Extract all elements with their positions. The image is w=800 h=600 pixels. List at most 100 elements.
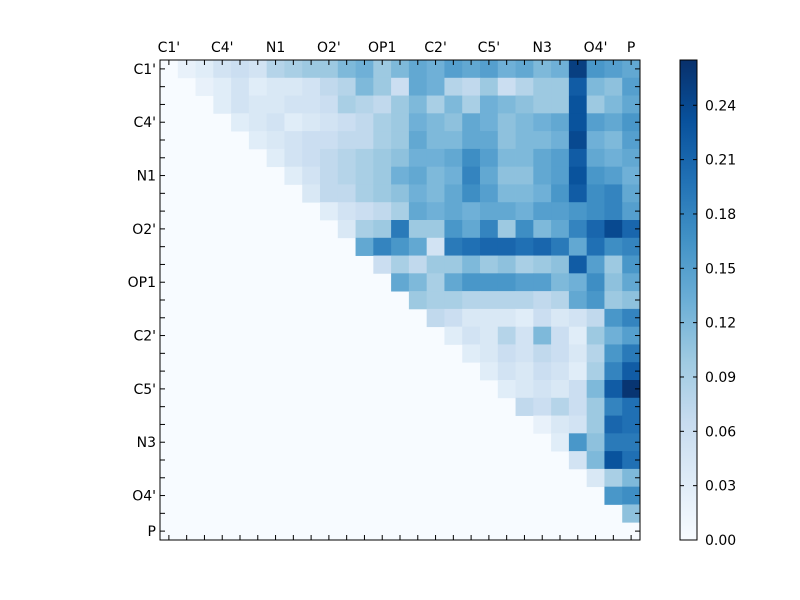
y-tick-label: N3 <box>137 435 156 451</box>
heatmap-cell <box>586 433 605 452</box>
heatmap-cell <box>586 415 605 434</box>
heatmap-cell <box>426 113 445 132</box>
heatmap-cell <box>515 202 534 221</box>
heatmap-cell <box>462 95 481 114</box>
y-tick-label: C4' <box>133 115 156 131</box>
y-tick-label: P <box>148 524 156 540</box>
heatmap-cell <box>480 308 499 328</box>
heatmap-cell <box>320 131 339 150</box>
heatmap-cell <box>266 148 285 168</box>
heatmap-cell <box>302 148 321 168</box>
heatmap-cell <box>266 113 285 132</box>
heatmap-cell <box>462 131 481 150</box>
heatmap-cell <box>426 220 445 239</box>
heatmap-cell <box>391 113 410 132</box>
heatmap-cell <box>391 77 410 96</box>
heatmap-cell <box>337 202 356 221</box>
heatmap-cell <box>373 184 392 203</box>
heatmap-cell <box>408 220 428 239</box>
heatmap-cell <box>568 397 588 416</box>
heatmap-cell <box>586 148 605 168</box>
heatmap-cell <box>444 220 463 239</box>
heatmap-cell <box>497 184 516 203</box>
heatmap-cell <box>551 344 570 363</box>
heatmap-cell <box>551 95 570 114</box>
heatmap-cell <box>444 237 463 256</box>
heatmap-cell <box>568 77 588 96</box>
heatmap-cell <box>213 60 232 79</box>
heatmap-cell <box>355 202 374 221</box>
heatmap-cell <box>515 397 534 416</box>
heatmap-cell <box>551 77 570 96</box>
heatmap-cell <box>604 344 623 363</box>
heatmap-cell <box>497 362 516 381</box>
heatmap-cell <box>426 291 445 310</box>
heatmap-cell <box>568 184 588 203</box>
heatmap-cell <box>462 273 481 292</box>
heatmap-cell <box>622 95 641 114</box>
heatmap-cell <box>622 504 641 523</box>
heatmap-cell <box>355 113 374 132</box>
x-tick-label: C5' <box>478 40 501 56</box>
heatmap-cell <box>497 308 516 328</box>
heatmap-cell <box>391 148 410 168</box>
heatmap-cell <box>302 166 321 185</box>
heatmap-cell <box>320 202 339 221</box>
heatmap-cell <box>604 362 623 381</box>
heatmap-cell <box>480 184 499 203</box>
heatmap-cell <box>284 166 303 185</box>
colorbar-tick-label: 0.21 <box>705 153 736 169</box>
heatmap-cell <box>586 255 605 274</box>
heatmap-cell <box>444 148 463 168</box>
heatmap-cell <box>586 291 605 310</box>
heatmap-cell <box>568 273 588 292</box>
heatmap-cell <box>248 113 268 132</box>
heatmap-cell <box>533 237 552 256</box>
heatmap-cell <box>586 237 605 256</box>
heatmap-cell <box>604 95 623 114</box>
heatmap-cell <box>480 326 499 345</box>
heatmap-cell <box>426 184 445 203</box>
heatmap-cell <box>515 255 534 274</box>
heatmap-cell <box>444 273 463 292</box>
heatmap-cell <box>497 77 516 96</box>
heatmap-cell <box>320 184 339 203</box>
heatmap-cell <box>373 166 392 185</box>
colorbar-tick-label: 0.15 <box>705 261 736 277</box>
heatmap-cell <box>355 131 374 150</box>
heatmap-cell <box>391 60 410 79</box>
heatmap-cell <box>533 308 552 328</box>
heatmap-cell <box>497 237 516 256</box>
heatmap-cell <box>213 77 232 96</box>
heatmap-cell <box>248 60 268 79</box>
y-tick-label: C1' <box>133 62 156 78</box>
heatmap-cell <box>533 273 552 292</box>
heatmap-cell <box>586 344 605 363</box>
heatmap-cell <box>533 95 552 114</box>
heatmap-cell <box>337 148 356 168</box>
heatmap-cell <box>533 362 552 381</box>
heatmap-cell <box>622 344 641 363</box>
heatmap-cell <box>320 60 339 79</box>
heatmap-cell <box>515 60 534 79</box>
heatmap-cell <box>266 131 285 150</box>
heatmap-cell <box>462 202 481 221</box>
heatmap-cell <box>480 202 499 221</box>
heatmap-cell <box>497 326 516 345</box>
heatmap-cell <box>551 362 570 381</box>
heatmap-cell <box>568 148 588 168</box>
heatmap-cell <box>568 60 588 79</box>
axis-ticks <box>160 60 640 540</box>
heatmap-cell <box>551 326 570 345</box>
heatmap-cell <box>533 344 552 363</box>
heatmap-cell <box>462 148 481 168</box>
heatmap-cell <box>586 362 605 381</box>
heatmap-cell <box>604 184 623 203</box>
x-tick-label: C2' <box>424 40 447 56</box>
heatmap-cell <box>568 362 588 381</box>
heatmap-cell <box>284 60 303 79</box>
heatmap-cell <box>302 60 321 79</box>
heatmap-cell <box>551 202 570 221</box>
heatmap-cell <box>497 291 516 310</box>
heatmap-cell <box>515 148 534 168</box>
